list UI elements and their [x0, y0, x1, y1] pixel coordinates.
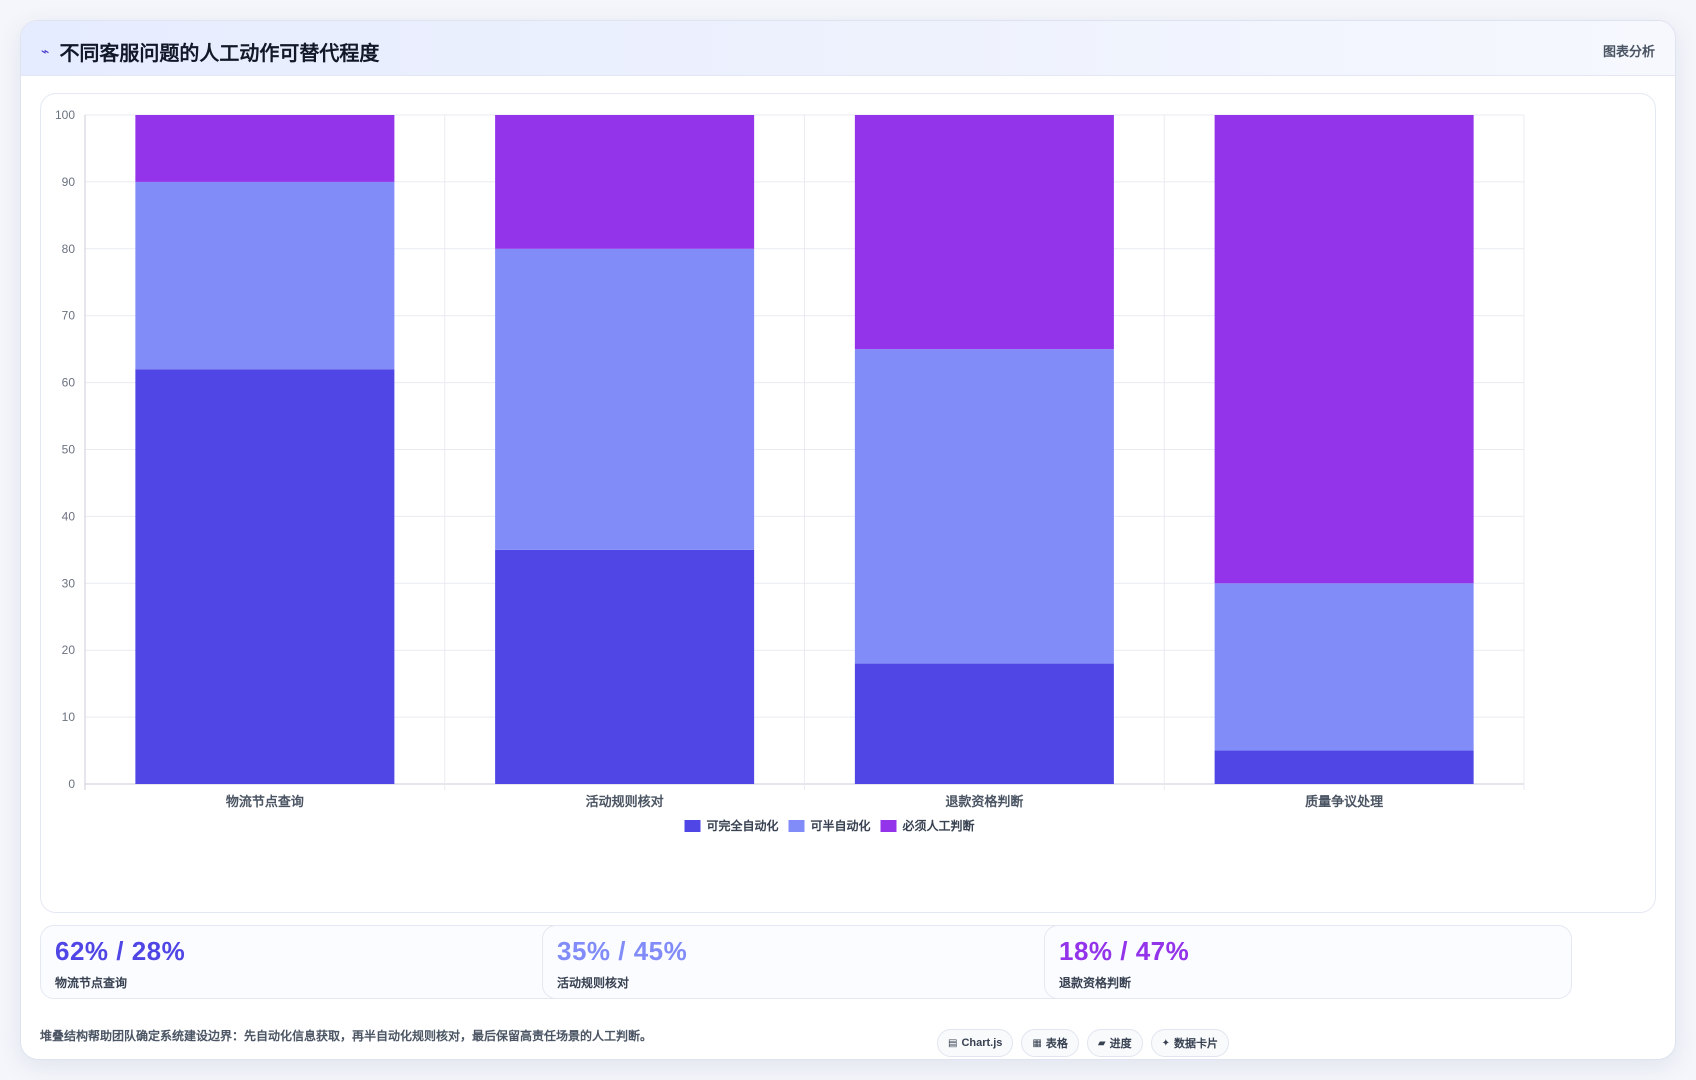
- y-tick-label: 100: [55, 108, 75, 122]
- bar-segment: [135, 181, 395, 370]
- stat-card-logistics: 62% / 28% 物流节点查询: [40, 925, 568, 999]
- stat-card-refund: 18% / 47% 退款资格判断: [1044, 925, 1572, 999]
- y-tick-label: 70: [62, 309, 76, 323]
- y-tick-label: 10: [62, 710, 76, 724]
- y-tick-label: 20: [62, 643, 76, 657]
- bar-segment: [1214, 115, 1474, 584]
- chip-label: 数据卡片: [1173, 1038, 1218, 1050]
- legend-swatch: [788, 820, 805, 832]
- title-wrap: ⌁ 不同客服问题的人工动作可替代程度: [41, 37, 379, 66]
- legend-label: 必须人工判断: [902, 818, 975, 833]
- y-tick-label: 50: [62, 443, 76, 457]
- x-tick-label: 退款资格判断: [945, 794, 1023, 809]
- chip-data-cards[interactable]: ✦ 数据卡片: [1150, 1029, 1229, 1057]
- chart-icon: ▤: [948, 1037, 958, 1049]
- bar-segment: [495, 549, 755, 784]
- stat-value: 35% / 45%: [557, 936, 688, 966]
- y-tick-label: 0: [68, 777, 75, 791]
- bar-segment: [854, 663, 1114, 784]
- stats-row: 62% / 28% 物流节点查询 35% / 45% 活动规则核对 18% / …: [40, 925, 1654, 999]
- bar-segment: [1214, 583, 1474, 751]
- stat-label: 退款资格判断: [1059, 976, 1132, 990]
- bar-segment: [135, 369, 395, 784]
- bar-segment: [1214, 750, 1474, 784]
- stat-card-promotion: 35% / 45% 活动规则核对: [542, 925, 1070, 999]
- chip-label: 表格: [1045, 1038, 1068, 1050]
- legend-swatch: [684, 820, 701, 832]
- chip-label: 进度: [1109, 1038, 1132, 1050]
- legend-swatch: [880, 820, 897, 832]
- chip-label: Chart.js: [961, 1037, 1003, 1049]
- y-tick-label: 80: [62, 242, 76, 256]
- x-tick-label: 物流节点查询: [226, 794, 304, 809]
- stat-value: 62% / 28%: [55, 936, 186, 966]
- panel-header: ⌁ 不同客服问题的人工动作可替代程度 图表分析: [21, 21, 1675, 76]
- bar-segment: [495, 248, 755, 550]
- bar-segment: [495, 115, 755, 249]
- chip-table[interactable]: ▦ 表格: [1021, 1029, 1079, 1057]
- legend-label: 可半自动化: [811, 818, 871, 833]
- progress-icon: ▰: [1097, 1037, 1106, 1049]
- chip-chartjs[interactable]: ▤ Chart.js: [937, 1029, 1014, 1057]
- y-tick-label: 60: [62, 376, 76, 390]
- stacked-bar-chart: 0 10 20 30 40 50 60 70 80 90 100 物流节点查询 活动规则核对 退款资格判断…: [55, 108, 1525, 833]
- y-tick-label: 40: [62, 509, 76, 523]
- y-tick-label: 30: [62, 576, 76, 590]
- chart-panel: ⌁ 不同客服问题的人工动作可替代程度 图表分析 0 10 20 30 40 50 60 70 8…: [20, 20, 1676, 1060]
- table-icon: ▦: [1032, 1037, 1042, 1049]
- footer-note: 堆叠结构帮助团队确定系统建设边界：先自动化信息获取，再半自动化规则核对，最后保留…: [40, 1029, 653, 1043]
- bar-segment: [135, 115, 395, 182]
- bar-segment: [854, 115, 1114, 350]
- sparkle-icon: ✦: [1161, 1037, 1170, 1049]
- page-title: 不同客服问题的人工动作可替代程度: [59, 43, 380, 65]
- y-tick-label: 90: [62, 175, 76, 189]
- legend-label: 可完全自动化: [707, 818, 779, 833]
- bar-segment: [854, 349, 1114, 664]
- stat-value: 18% / 47%: [1059, 936, 1190, 966]
- stat-label: 活动规则核对: [557, 976, 630, 990]
- x-tick-label: 活动规则核对: [586, 794, 664, 809]
- chip-group: ▤ Chart.js ▦ 表格 ▰ 进度 ✦ 数据卡片: [937, 1029, 1229, 1057]
- x-tick-label: 质量争议处理: [1305, 794, 1383, 809]
- chart-analysis-tag[interactable]: 图表分析: [1602, 44, 1655, 59]
- stat-label: 物流节点查询: [55, 976, 128, 990]
- chip-progress[interactable]: ▰ 进度: [1086, 1029, 1143, 1057]
- chart-card: 0 10 20 30 40 50 60 70 80 90 100 物流节点查询 活动规则核对 退款资格判断…: [40, 93, 1656, 913]
- trend-icon: ⌁: [41, 43, 50, 59]
